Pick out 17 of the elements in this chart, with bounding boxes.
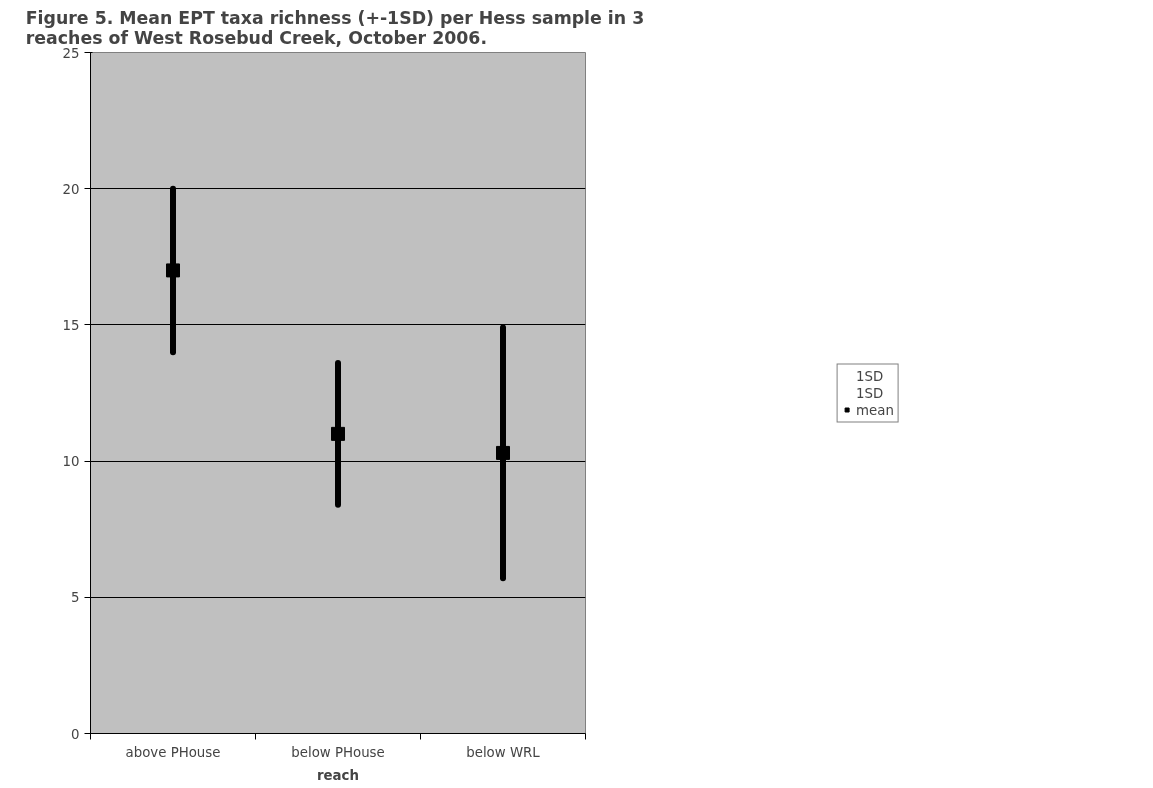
y-tick-label: 15 bbox=[62, 317, 80, 333]
y-tick-label: 25 bbox=[62, 45, 80, 61]
point bbox=[331, 426, 345, 441]
text: 1SD bbox=[856, 368, 884, 383]
x-axis-title: reach bbox=[317, 767, 359, 783]
x-tick-label: below PHouse bbox=[291, 744, 385, 760]
y-tick-label: 5 bbox=[71, 590, 80, 606]
x-tick-label: below WRL bbox=[466, 744, 541, 760]
text: 1SD bbox=[856, 385, 884, 400]
legend-label: mean bbox=[856, 402, 894, 417]
chart-title: Figure 5. Mean EPT taxa richness (+-1SD) per Hess sample in 3 reaches of West Rosebud Creek, October 2006. bbox=[25, 7, 645, 48]
point bbox=[166, 263, 180, 278]
x-tick-label: above PHouse bbox=[125, 744, 221, 760]
y-tick-label: 10 bbox=[62, 454, 80, 470]
y-tick-label: 20 bbox=[62, 181, 80, 197]
y-tick-label: 0 bbox=[71, 726, 80, 742]
point bbox=[496, 445, 510, 460]
